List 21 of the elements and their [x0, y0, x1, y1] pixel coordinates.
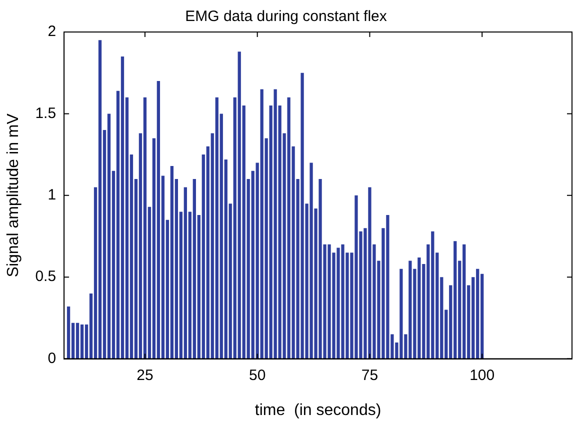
x-tick-label: 25: [136, 366, 154, 384]
bar: [120, 56, 124, 359]
bar: [76, 322, 80, 359]
x-tick-label: 50: [249, 366, 266, 384]
y-tick-label: 2: [48, 23, 56, 40]
bar: [143, 97, 147, 359]
y-tick-label: 1.5: [35, 104, 56, 122]
y-tick-label: 1: [48, 186, 56, 204]
bar: [80, 324, 84, 359]
bar: [156, 81, 160, 359]
bar: [107, 114, 111, 359]
x-tick-label: 100: [470, 366, 495, 384]
y-tick-label: 0: [48, 350, 56, 367]
bar: [98, 40, 102, 359]
x-tick-label: 75: [361, 366, 378, 384]
bar: [170, 166, 174, 359]
y-axis-title: Signal amplitude in mV: [5, 113, 22, 278]
x-axis-title: time (in seconds): [254, 402, 382, 419]
y-tick-label: 0.5: [35, 268, 56, 286]
chart-title: EMG data during constant flex: [185, 8, 388, 26]
bar: [66, 306, 70, 359]
